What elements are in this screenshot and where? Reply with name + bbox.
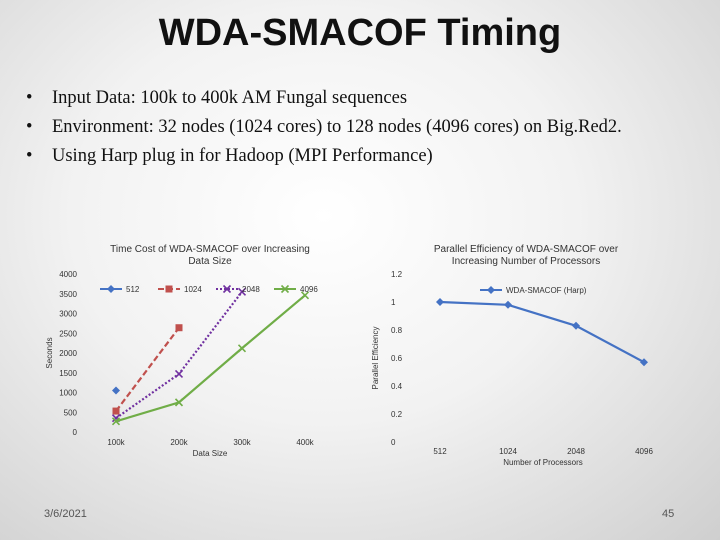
data-point (572, 321, 580, 330)
series-line-1024 (115, 327, 180, 412)
y-tick-label: 0 (73, 428, 78, 437)
series-line-wda-smacof-harp- (439, 300, 645, 364)
legend-marker (165, 285, 173, 293)
bullet-item: • Environment: 32 nodes (1024 cores) to 1… (22, 115, 682, 139)
x-tick-label: 2048 (567, 447, 585, 456)
y-tick-label: 500 (64, 408, 78, 417)
bullet-text: Input Data: 100k to 400k AM Fungal seque… (52, 88, 408, 108)
y-tick-label: 0.8 (391, 326, 403, 335)
time-cost-chart: Time Cost of WDA-SMACOF over IncreasingD… (45, 244, 318, 458)
chart-title-line: Data Size (188, 256, 232, 267)
legend-label: 1024 (184, 285, 202, 294)
x-tick-label: 100k (107, 438, 125, 447)
legend-label: 2048 (242, 285, 260, 294)
legend-marker (280, 284, 290, 294)
slide-number: 45 (662, 508, 675, 520)
data-point (237, 344, 247, 353)
data-point (640, 358, 648, 367)
data-point (174, 398, 184, 407)
chart-title-line: Increasing Number of Processors (452, 256, 600, 267)
legend-marker-stroke (222, 284, 232, 294)
data-point-stroke (174, 398, 184, 407)
y-tick-label: 0.2 (391, 410, 403, 419)
legend-marker-stroke (280, 284, 290, 294)
x-tick-label: 300k (233, 438, 251, 447)
data-point-stroke (237, 287, 247, 296)
legend-label: 512 (126, 285, 140, 294)
bullet-list: • Input Data: 100k to 400k AM Fungal sequ… (22, 86, 682, 173)
x-tick-label: 1024 (499, 447, 517, 456)
data-point-stroke (300, 291, 310, 300)
data-point-stroke (174, 369, 184, 379)
data-point (300, 291, 310, 300)
y-tick-label: 3000 (59, 310, 77, 319)
legend-marker (487, 286, 495, 294)
data-point (174, 369, 184, 379)
series-line-2048 (115, 291, 243, 420)
data-point (112, 407, 120, 415)
data-point (237, 287, 247, 296)
x-axis-label: Data Size (193, 449, 228, 458)
x-tick-label: 400k (296, 438, 314, 447)
parallel-efficiency-chart: Parallel Efficiency of WDA-SMACOF overIn… (371, 244, 653, 467)
x-tick-label: 512 (433, 447, 447, 456)
legend-marker (222, 284, 232, 294)
bullet-dot: • (26, 117, 33, 137)
chart-title-line: Parallel Efficiency of WDA-SMACOF over (434, 244, 619, 255)
slide-title: WDA-SMACOF Timing (158, 12, 562, 54)
legend-marker (107, 285, 115, 293)
data-point (504, 300, 512, 309)
legend-label: WDA-SMACOF (Harp) (506, 286, 587, 295)
y-tick-label: 2500 (59, 329, 77, 338)
chart-title-line: Time Cost of WDA-SMACOF over Increasing (110, 244, 310, 255)
data-point (436, 298, 444, 306)
y-tick-label: 1.2 (391, 270, 403, 279)
x-tick-label: 4096 (635, 447, 653, 456)
bullet-item: • Using Harp plug in for Hadoop (MPI Perf… (22, 144, 682, 168)
data-point-stroke (237, 344, 247, 353)
data-point (112, 386, 120, 395)
slide-date: 3/6/2021 (44, 508, 87, 520)
y-tick-label: 0.6 (391, 354, 403, 363)
y-tick-label: 4000 (59, 270, 77, 279)
data-point (111, 417, 121, 426)
x-axis-label: Number of Processors (503, 458, 583, 467)
y-tick-label: 1 (391, 298, 396, 307)
y-tick-label: 1500 (59, 369, 77, 378)
bullet-item: • Input Data: 100k to 400k AM Fungal sequ… (22, 86, 682, 110)
data-point (175, 324, 183, 332)
y-axis-label: Parallel Efficiency (371, 327, 380, 390)
bullet-dot: • (26, 88, 33, 108)
y-tick-label: 0.4 (391, 382, 403, 391)
y-axis-label: Seconds (45, 337, 54, 368)
data-point-stroke (111, 414, 121, 423)
x-tick-label: 200k (170, 438, 188, 447)
y-tick-label: 0 (391, 438, 396, 447)
bullet-dot: • (26, 146, 33, 166)
legend-label: 4096 (300, 285, 318, 294)
data-point-stroke (111, 417, 121, 426)
bullet-text: Using Harp plug in for Hadoop (MPI Perfo… (52, 146, 433, 166)
y-tick-label: 3500 (59, 290, 77, 299)
series-line-4096 (115, 294, 306, 423)
bullet-text: Environment: 32 nodes (1024 cores) to 12… (52, 117, 622, 137)
y-tick-label: 2000 (59, 349, 77, 358)
y-tick-label: 1000 (59, 389, 77, 398)
